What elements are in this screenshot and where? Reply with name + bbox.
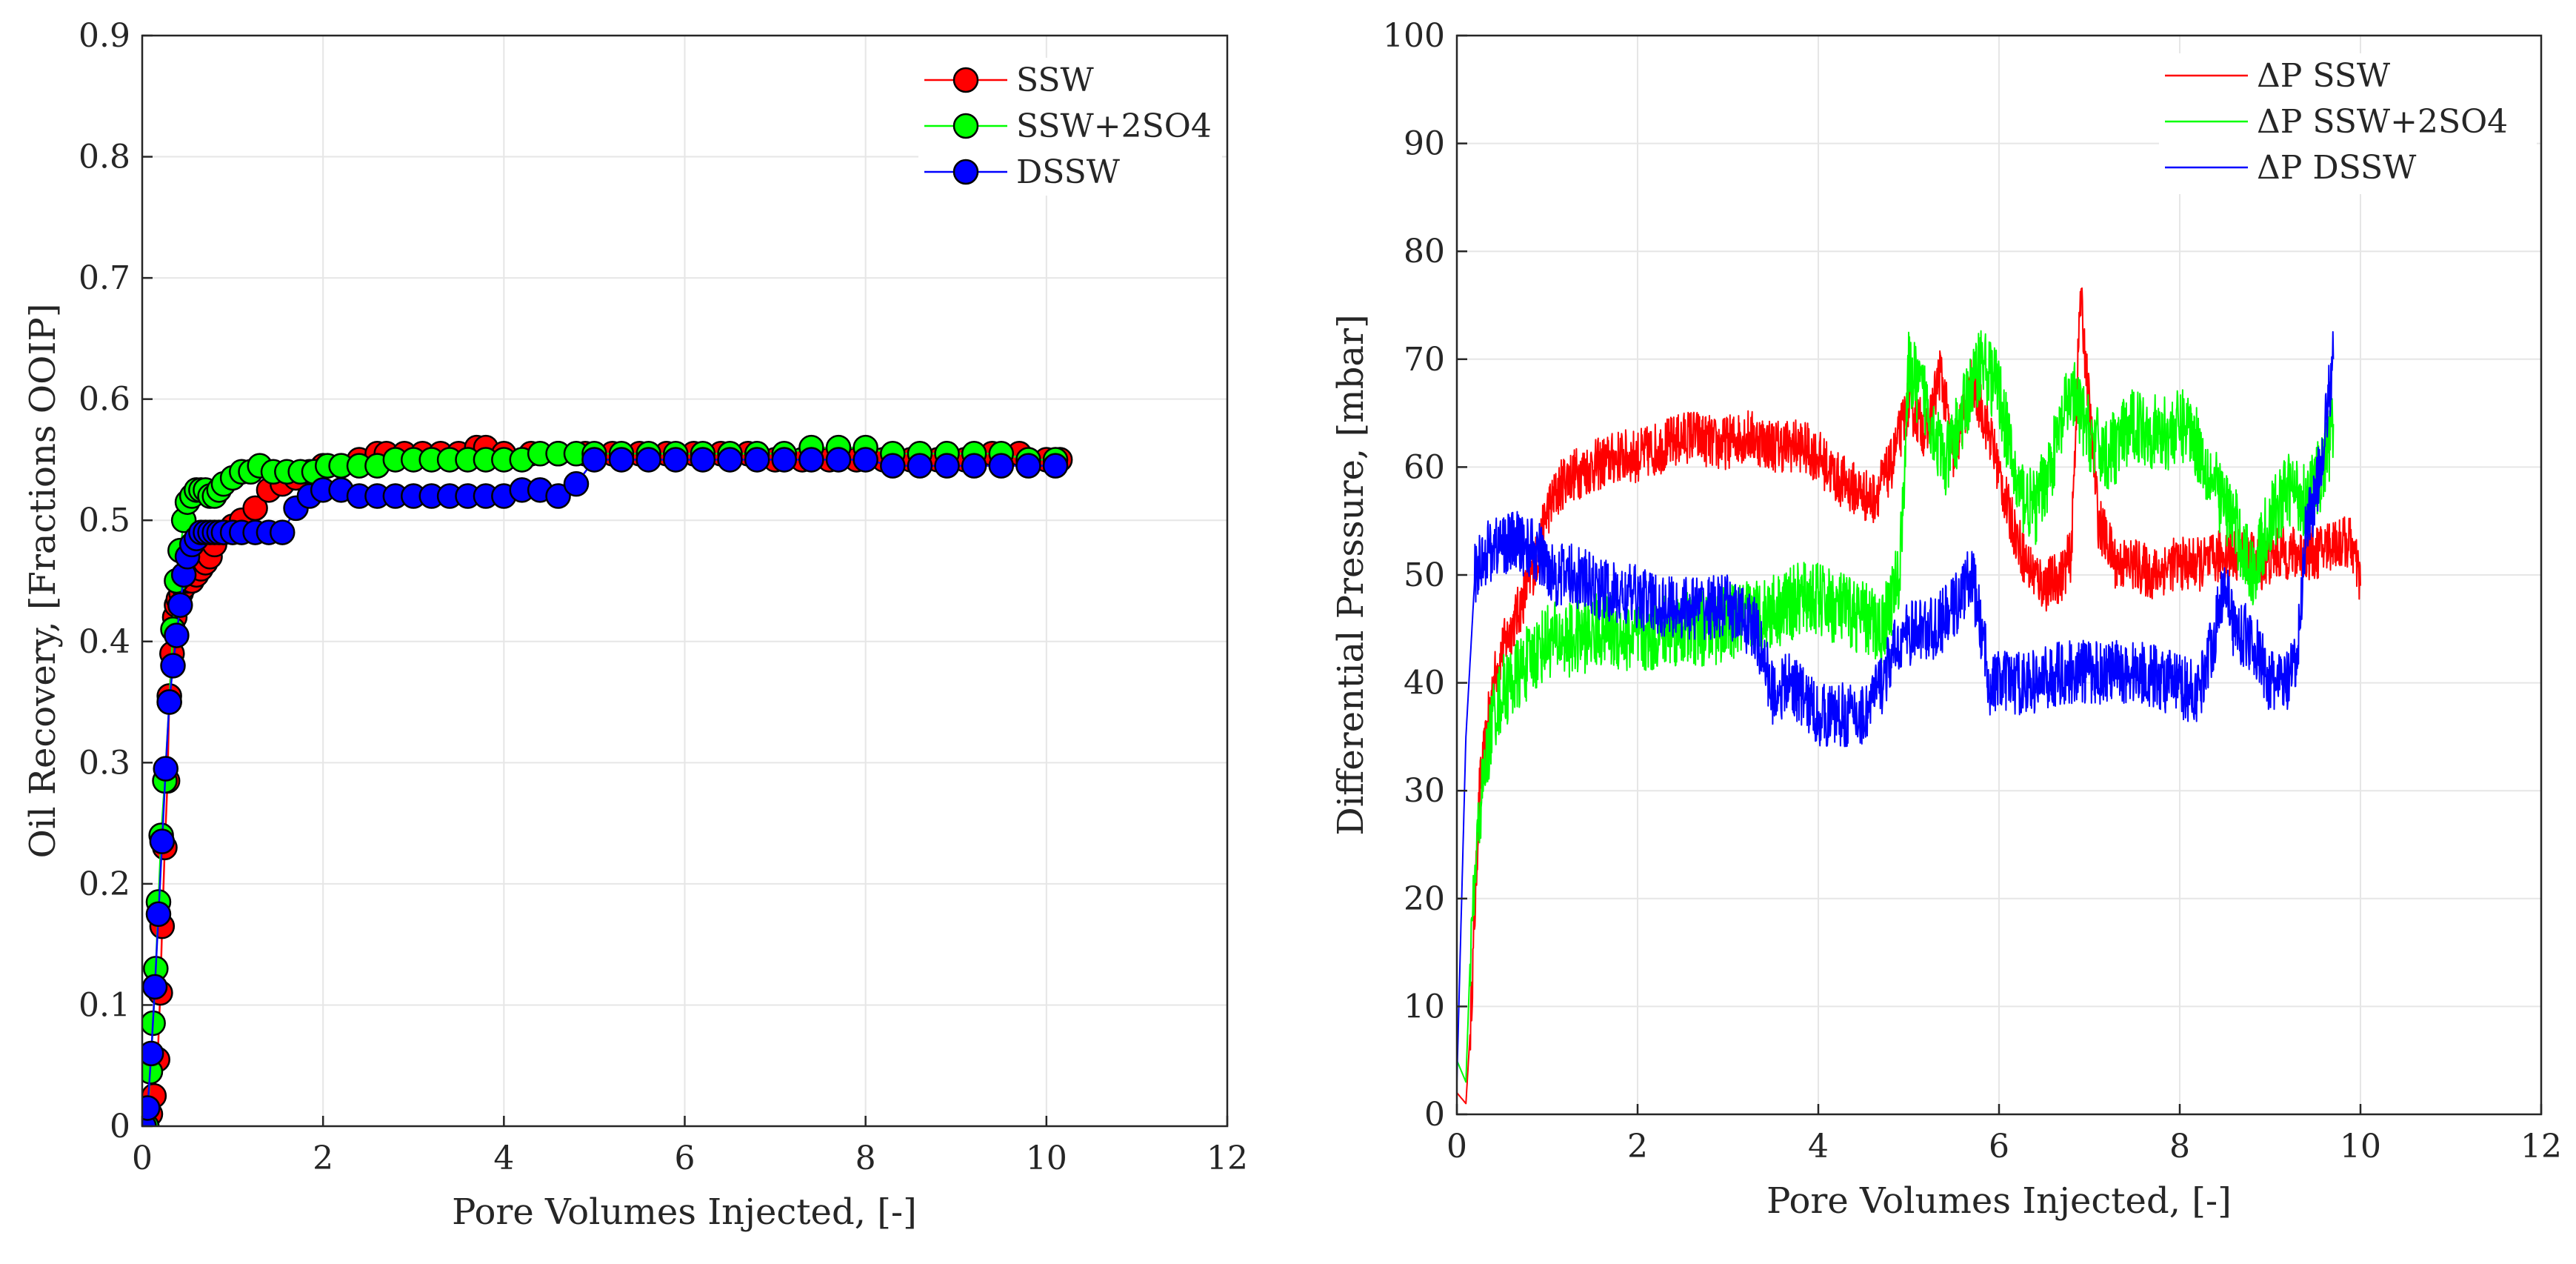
- data-point-dssw: [142, 1040, 164, 1067]
- y-tick-label: 50: [1404, 556, 1445, 594]
- data-point-dssw: [934, 453, 960, 479]
- data-point-dssw: [852, 447, 878, 473]
- data-point-dssw: [663, 447, 689, 473]
- y-tick-label: 0: [110, 1108, 130, 1145]
- data-point-dssw: [156, 689, 182, 715]
- oil-recovery-ticks: 0 2 4 6 8 10 12 0 0.1 0.2 0.3 0.4 0.5 0.6 0.7 0.8 0.9: [79, 17, 1248, 1177]
- legend-label-ssw: SSW: [1016, 61, 1095, 99]
- legend-box: [2159, 53, 2537, 194]
- data-point-dssw: [1015, 453, 1041, 479]
- differential-pressure-legend: ΔP SSW ΔP SSW+2SO4 ΔP DSSW: [2159, 53, 2537, 194]
- y-tick-label: 30: [1404, 772, 1445, 810]
- series-line-p-dssw: [1457, 330, 2335, 1082]
- x-tick-label: 0: [1447, 1128, 1467, 1165]
- data-point-dssw: [149, 828, 176, 854]
- data-point-dssw: [635, 447, 661, 473]
- y-tick-label: 0.8: [79, 139, 130, 176]
- y-tick-label: 0.7: [79, 259, 130, 297]
- legend-label-p-dssw: ΔP DSSW: [2257, 149, 2417, 187]
- y-tick-label: 100: [1383, 17, 1445, 55]
- y-tick-label: 0.6: [79, 381, 130, 419]
- oil-recovery-legend: SSW SSW+2SO4 DSSW: [918, 58, 1222, 196]
- legend-label-p-ssw: ΔP SSW: [2257, 57, 2391, 95]
- oil-recovery-ylabel: Oil Recovery, [Fractions OOIP]: [22, 304, 64, 859]
- data-point-dssw: [164, 622, 190, 648]
- y-tick-label: 20: [1404, 880, 1445, 918]
- y-tick-label: 90: [1404, 125, 1445, 163]
- x-tick-label: 6: [675, 1140, 695, 1177]
- x-tick-label: 0: [132, 1140, 153, 1177]
- y-tick-label: 0.5: [79, 502, 130, 539]
- y-tick-label: 10: [1404, 988, 1445, 1025]
- oil-recovery-chart: 0 2 4 6 8 10 12 0 0.1 0.2 0.3 0.4 0.5 0.6 0.7 0.8 0.9 Po…: [22, 17, 1248, 1233]
- legend-label-p-ssw-2so4: ΔP SSW+2SO4: [2257, 103, 2508, 141]
- data-point-dssw: [142, 1095, 161, 1121]
- data-point-dssw: [145, 901, 172, 928]
- data-point-dssw: [563, 470, 590, 497]
- x-tick-label: 12: [2520, 1128, 2562, 1165]
- data-point-dssw: [269, 519, 296, 545]
- y-tick-label: 80: [1404, 233, 1445, 270]
- legend-marker-ssw: [952, 67, 979, 93]
- legend-label-ssw-2so4: SSW+2SO4: [1016, 107, 1212, 145]
- data-point-dssw: [988, 453, 1015, 479]
- x-tick-label: 4: [493, 1140, 514, 1177]
- legend-marker-dssw: [952, 159, 979, 185]
- x-tick-label: 4: [1808, 1128, 1829, 1165]
- data-point-dssw: [825, 447, 852, 473]
- legend-marker-ssw-2so4: [952, 113, 979, 139]
- data-point-dssw: [142, 974, 168, 1000]
- y-tick-label: 70: [1404, 341, 1445, 379]
- y-tick-label: 60: [1404, 448, 1445, 486]
- data-point-dssw: [581, 447, 607, 473]
- data-point-dssw: [153, 756, 178, 782]
- y-tick-label: 0.1: [79, 986, 130, 1024]
- x-tick-label: 2: [1627, 1128, 1648, 1165]
- differential-pressure-chart: 0 2 4 6 8 10 12 0 10 20 30 40 50 60 70 80 90 100 Pore Vol…: [1330, 17, 2562, 1222]
- y-tick-label: 0: [1424, 1096, 1445, 1134]
- y-tick-label: 0.3: [79, 744, 130, 782]
- y-tick-label: 40: [1404, 665, 1445, 702]
- data-point-dssw: [167, 592, 193, 618]
- x-tick-label: 12: [1207, 1140, 1248, 1177]
- oil-recovery-xlabel: Pore Volumes Injected, [-]: [452, 1191, 917, 1233]
- differential-pressure-ticks: 0 2 4 6 8 10 12 0 10 20 30 40 50 60 70 80 90 100: [1383, 17, 2562, 1165]
- data-point-dssw: [771, 447, 798, 473]
- data-point-dssw: [907, 453, 933, 479]
- data-point-dssw: [545, 483, 571, 509]
- differential-pressure-xlabel: Pore Volumes Injected, [-]: [1766, 1180, 2232, 1222]
- legend-label-dssw: DSSW: [1016, 153, 1121, 191]
- data-point-dssw: [717, 447, 743, 473]
- x-tick-label: 8: [855, 1140, 876, 1177]
- data-point-dssw: [608, 447, 635, 473]
- x-tick-label: 2: [313, 1140, 333, 1177]
- x-tick-label: 8: [2169, 1128, 2190, 1165]
- oil-recovery-series: [142, 434, 1073, 1126]
- data-point-dssw: [798, 447, 824, 473]
- x-tick-label: 10: [2340, 1128, 2381, 1165]
- y-tick-label: 0.4: [79, 623, 130, 661]
- data-point-dssw: [1042, 453, 1069, 479]
- data-point-dssw: [961, 453, 987, 479]
- data-point-dssw: [690, 447, 716, 473]
- data-point-dssw: [744, 447, 770, 473]
- y-tick-label: 0.2: [79, 865, 130, 903]
- data-point-dssw: [160, 653, 186, 679]
- x-tick-label: 6: [1989, 1128, 2009, 1165]
- differential-pressure-series: [1457, 287, 2361, 1105]
- y-tick-label: 0.9: [79, 17, 130, 55]
- differential-pressure-ylabel: Differential Pressure, [mbar]: [1330, 314, 1372, 835]
- data-point-dssw: [880, 453, 906, 479]
- x-tick-label: 10: [1026, 1140, 1067, 1177]
